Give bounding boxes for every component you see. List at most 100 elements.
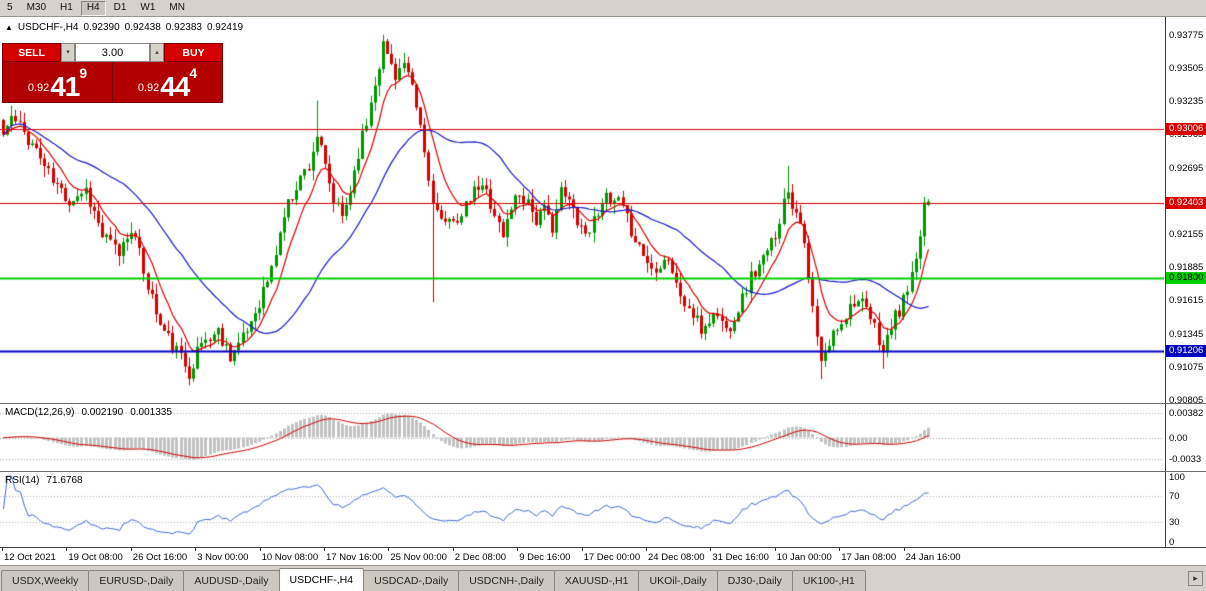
time-tick	[66, 548, 68, 551]
price-tick-label: 0.91345	[1169, 328, 1204, 340]
price-tick-label: 0.91885	[1169, 262, 1204, 274]
buy-price-display[interactable]: 0.92 44 4	[113, 62, 222, 102]
chart-tab-usdx-weekly[interactable]: USDX,Weekly	[1, 570, 90, 591]
buy-price-big: 44	[160, 71, 190, 102]
rsi-axis-label: 0	[1169, 537, 1175, 547]
macd-signal-value: 0.001335	[130, 407, 172, 418]
price-level-badge: 0.91206	[1166, 344, 1206, 357]
ohlc-low: 0.92383	[165, 22, 202, 33]
time-label: 9 Dec 16:00	[519, 552, 571, 563]
time-tick	[903, 548, 905, 551]
tab-scroll-right-icon[interactable]: ▸	[1188, 571, 1203, 586]
rsi-axis-label: 70	[1169, 490, 1180, 502]
chart-tab-audusd-daily[interactable]: AUDUSD-,Daily	[183, 570, 280, 591]
volume-input[interactable]	[75, 43, 150, 62]
time-tick	[2, 548, 3, 551]
chart-tab-usdchf-h4[interactable]: USDCHF-,H4	[278, 568, 365, 591]
time-label: 12 Oct 2021	[4, 552, 56, 563]
price-tick-label: 0.91615	[1169, 295, 1204, 307]
sell-price-big: 41	[50, 71, 80, 102]
sell-price-display[interactable]: 0.92 41 9	[3, 62, 113, 102]
timeframe-button-h4[interactable]: H4	[80, 0, 106, 16]
time-label: 24 Dec 08:00	[648, 552, 705, 563]
time-label: 2 Dec 08:00	[454, 552, 507, 563]
price-tick-label: 0.92695	[1169, 162, 1204, 174]
sell-price-prefix: 0.92	[27, 82, 50, 94]
price-tick-label: 0.91075	[1169, 361, 1204, 373]
trade-controls-row: SELL ▾ ▴ BUY	[2, 43, 223, 62]
macd-title: MACD(12,26,9)	[5, 407, 75, 418]
chart-tab-xauusd-h1[interactable]: XAUUSD-,H1	[553, 570, 640, 591]
time-tick	[646, 548, 647, 551]
price-tick-label: 0.92155	[1169, 228, 1204, 240]
volume-decrease-button[interactable]: ▾	[61, 43, 75, 62]
timeframe-button-d1[interactable]: D1	[107, 0, 133, 16]
time-tick	[130, 548, 132, 551]
price-tick-label: 0.90805	[1169, 395, 1204, 403]
ohlc-open: 0.92390	[83, 22, 120, 33]
macd-axis-label: 0.00382	[1169, 408, 1204, 419]
time-tick	[388, 548, 390, 551]
price-tick-label: 0.93505	[1169, 62, 1204, 74]
price-level-badge: 0.92403	[1166, 197, 1206, 210]
time-tick	[581, 548, 583, 551]
time-label: 26 Oct 16:00	[132, 552, 188, 563]
macd-label: MACD(12,26,9) 0.002190 0.001335	[5, 407, 172, 418]
chart-tab-dj30-daily[interactable]: DJ30-,Daily	[716, 570, 793, 591]
macd-axis: 0.00382 0.00 -0.0033	[1165, 404, 1206, 471]
time-label: 10 Jan 00:00	[776, 552, 832, 563]
price-axis: 0.937750.935050.932350.929650.926950.924…	[1165, 17, 1206, 403]
trade-prices-row: 0.92 41 9 0.92 44 4	[2, 62, 223, 103]
timeframe-button-5[interactable]: 5	[1, 0, 19, 16]
rsi-label: RSI(14) 71.6768	[5, 475, 83, 486]
time-tick	[839, 548, 841, 551]
time-tick	[517, 548, 519, 551]
buy-button[interactable]: BUY	[164, 43, 223, 62]
timeframe-button-mn[interactable]: MN	[163, 0, 191, 16]
one-click-trading-panel: SELL ▾ ▴ BUY 0.92 41 9 0.92 44 4	[2, 43, 223, 103]
volume-increase-button[interactable]: ▴	[150, 43, 164, 62]
rsi-axis: 100 70 30 0	[1165, 472, 1206, 547]
rsi-value: 71.6768	[46, 475, 83, 486]
time-tick	[195, 548, 197, 551]
chart-tab-usdcnh-daily[interactable]: USDCNH-,Daily	[458, 570, 555, 591]
rsi-axis-label: 30	[1169, 517, 1180, 529]
chart-tab-ukoil-daily[interactable]: UKOil-,Daily	[638, 570, 718, 591]
chart-stack: ▲ USDCHF-,H4 0.92390 0.92438 0.92383 0.9…	[0, 17, 1206, 565]
buy-price-prefix: 0.92	[137, 82, 160, 94]
ohlc-high: 0.92438	[124, 22, 161, 33]
time-tick	[774, 548, 776, 551]
macd-canvas[interactable]	[0, 404, 1164, 471]
timeframe-toolbar: 5 M30 H1 H4 D1 W1 MN	[0, 0, 1206, 17]
collapse-trade-panel-icon[interactable]: ▲	[5, 23, 13, 32]
macd-axis-label: -0.0033	[1169, 453, 1202, 465]
macd-panel: MACD(12,26,9) 0.002190 0.001335 0.00382 0…	[0, 403, 1206, 471]
time-label: 19 Oct 08:00	[68, 552, 123, 563]
timeframe-button-w1[interactable]: W1	[134, 0, 162, 16]
chart-tab-usdcad-daily[interactable]: USDCAD-,Daily	[363, 570, 460, 591]
time-label: 3 Nov 00:00	[197, 552, 249, 563]
chart-header: ▲ USDCHF-,H4 0.92390 0.92438 0.92383 0.9…	[5, 22, 243, 33]
rsi-panel: RSI(14) 71.6768 100 70 30 0	[0, 471, 1206, 547]
rsi-canvas[interactable]	[0, 472, 1164, 547]
time-label: 25 Nov 00:00	[390, 552, 447, 563]
time-label: 17 Jan 08:00	[841, 552, 897, 563]
chart-tab-eurusd-daily[interactable]: EURUSD-,Daily	[88, 570, 185, 591]
buy-price-pip: 4	[189, 65, 198, 81]
timeframe-button-m30[interactable]: M30	[20, 0, 53, 16]
time-axis: 12 Oct 2021 19 Oct 08:00 26 Oct 16:00 3 Nov…	[0, 547, 1206, 565]
price-chart-panel: ▲ USDCHF-,H4 0.92390 0.92438 0.92383 0.9…	[0, 17, 1206, 403]
price-tick-label: 0.93235	[1169, 96, 1204, 108]
chart-tab-uk100-h1[interactable]: UK100-,H1	[791, 570, 866, 591]
rsi-title: RSI(14)	[5, 475, 40, 486]
price-tick-label: 0.93775	[1169, 29, 1204, 41]
rsi-axis-label: 100	[1169, 472, 1185, 483]
timeframe-button-h1[interactable]: H1	[54, 0, 79, 16]
sell-button[interactable]: SELL	[2, 43, 61, 62]
time-label: 17 Nov 16:00	[326, 552, 383, 563]
sell-price-pip: 9	[79, 65, 88, 81]
time-tick	[710, 548, 712, 551]
time-label: 24 Jan 16:00	[905, 552, 961, 563]
chart-tabs-bar: USDX,Weekly EURUSD-,Daily AUDUSD-,Daily USD…	[0, 565, 1206, 591]
